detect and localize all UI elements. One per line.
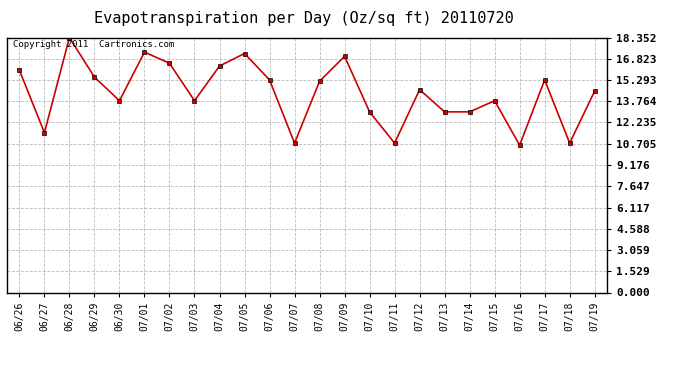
Text: Copyright 2011  Cartronics.com: Copyright 2011 Cartronics.com bbox=[13, 40, 174, 49]
Text: Evapotranspiration per Day (Oz/sq ft) 20110720: Evapotranspiration per Day (Oz/sq ft) 20… bbox=[94, 11, 513, 26]
